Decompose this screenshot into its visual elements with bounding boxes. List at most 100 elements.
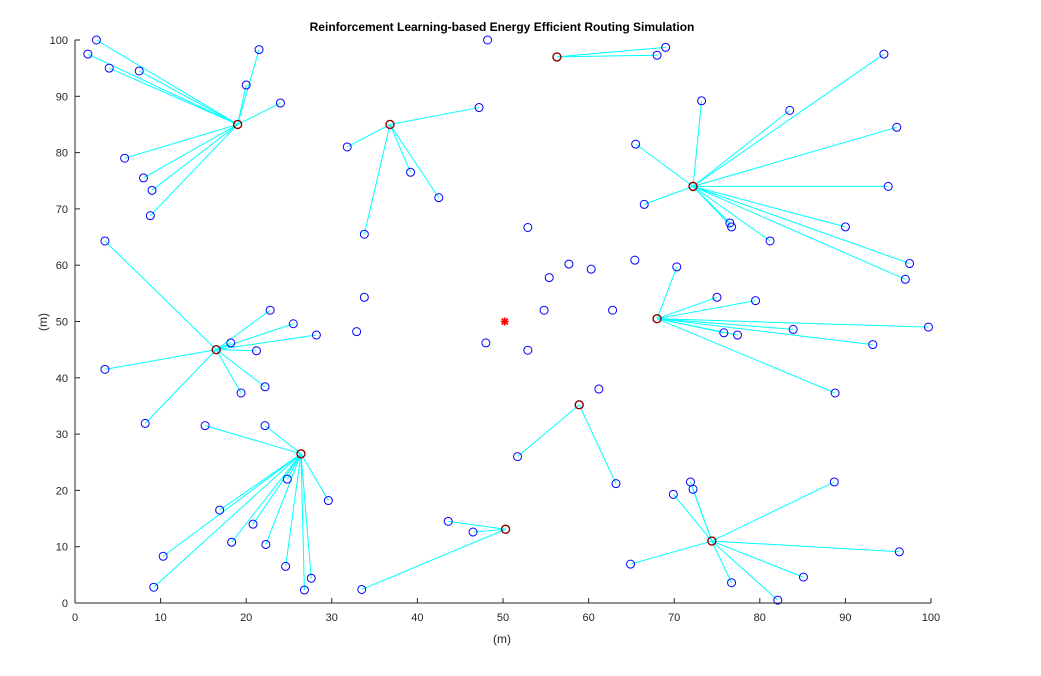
sensor-node (288, 319, 298, 329)
sensor-node (652, 50, 662, 60)
chart-title: Reinforcement Learning-based Energy Effi… (310, 20, 695, 34)
sensor-node (697, 96, 707, 106)
sensor-node (830, 388, 840, 398)
member-link (109, 67, 238, 125)
sensor-node (260, 421, 270, 431)
member-link (124, 123, 238, 159)
sensor-node (306, 573, 316, 583)
member-link (144, 349, 217, 424)
member-link (657, 318, 794, 330)
sensor-node (594, 384, 604, 394)
member-link (389, 124, 440, 198)
sensor-node (611, 479, 621, 489)
member-link (96, 39, 238, 125)
member-link (300, 453, 305, 591)
sensor-node (265, 305, 275, 315)
member-link (711, 540, 804, 578)
member-link (285, 453, 302, 567)
sensor-node (785, 105, 795, 115)
sensor-node (359, 229, 369, 239)
sensor-node (406, 167, 416, 177)
member-link (215, 349, 266, 388)
sensor-node (342, 142, 352, 152)
sensor-node (104, 63, 114, 73)
member-link (215, 309, 271, 351)
sensor-node (733, 330, 743, 340)
member-link (656, 296, 718, 320)
y-tick-label: 30 (56, 429, 68, 441)
sensor-node (83, 49, 93, 59)
sensor-node (236, 388, 246, 398)
member-link (692, 185, 910, 264)
member-link (656, 318, 836, 394)
member-link (363, 124, 391, 235)
member-link (692, 185, 906, 280)
sensor-node (158, 551, 168, 561)
member-link (231, 453, 302, 543)
member-link (517, 404, 580, 458)
member-link (711, 540, 733, 583)
sensor-node (352, 327, 362, 337)
x-tick-label: 50 (497, 612, 509, 624)
points-layer (83, 35, 933, 605)
x-tick-label: 80 (754, 612, 766, 624)
sensor-node (443, 516, 453, 526)
sensor-node (241, 80, 251, 90)
member-link (656, 318, 738, 336)
sensor-node (254, 45, 264, 55)
y-tick-label: 0 (62, 598, 68, 610)
member-link (692, 109, 791, 187)
x-axis-label: (m) (493, 632, 511, 646)
cluster-head-node (385, 119, 395, 130)
member-link (237, 49, 260, 125)
x-tick-label: 20 (240, 612, 252, 624)
sensor-node (900, 274, 910, 284)
sensor-node (227, 537, 237, 547)
member-link (216, 342, 232, 351)
cluster-head-node (232, 119, 243, 130)
member-link (630, 540, 713, 565)
sensor-node (905, 259, 915, 269)
member-link (215, 349, 242, 394)
base-station-stroke (501, 317, 509, 326)
sensor-node (226, 338, 236, 348)
member-link (300, 453, 329, 501)
sensor-node (661, 42, 671, 52)
sensor-node (91, 35, 101, 45)
member-link (264, 425, 302, 455)
member-link (389, 107, 480, 125)
member-link (151, 124, 238, 191)
member-link (389, 124, 412, 173)
sensor-node (765, 236, 775, 246)
y-tick-label: 20 (56, 485, 68, 497)
sensor-node (639, 199, 649, 209)
member-link (219, 453, 302, 511)
y-tick-label: 40 (56, 373, 68, 385)
member-link (361, 528, 506, 590)
member-link (692, 185, 846, 228)
sensor-node (608, 305, 618, 315)
cluster-head-node (707, 536, 717, 546)
sensor-node (359, 292, 369, 302)
cluster-head-node (211, 344, 221, 355)
member-link (252, 453, 302, 525)
member-link (692, 126, 897, 187)
sensor-node (282, 474, 292, 484)
sensor-node (483, 35, 493, 45)
member-link (346, 124, 391, 148)
sensor-node (727, 578, 737, 588)
member-link (711, 540, 779, 601)
sensor-node (523, 345, 533, 355)
x-tick-label: 10 (154, 612, 166, 624)
x-tick-label: 70 (668, 612, 680, 624)
cluster-head-node (296, 449, 306, 459)
y-tick-label: 60 (56, 260, 68, 272)
sensor-node (513, 452, 523, 462)
sensor-node (323, 496, 333, 506)
axes-layer: 0 10 20 30 40 50 60 70 80 90 100 0 10 20 30 40 50 60 70 80 9… (50, 35, 941, 624)
sensor-node (468, 527, 478, 537)
sensor-node (147, 185, 157, 195)
member-link (237, 102, 281, 125)
cluster-head-node (574, 400, 584, 410)
